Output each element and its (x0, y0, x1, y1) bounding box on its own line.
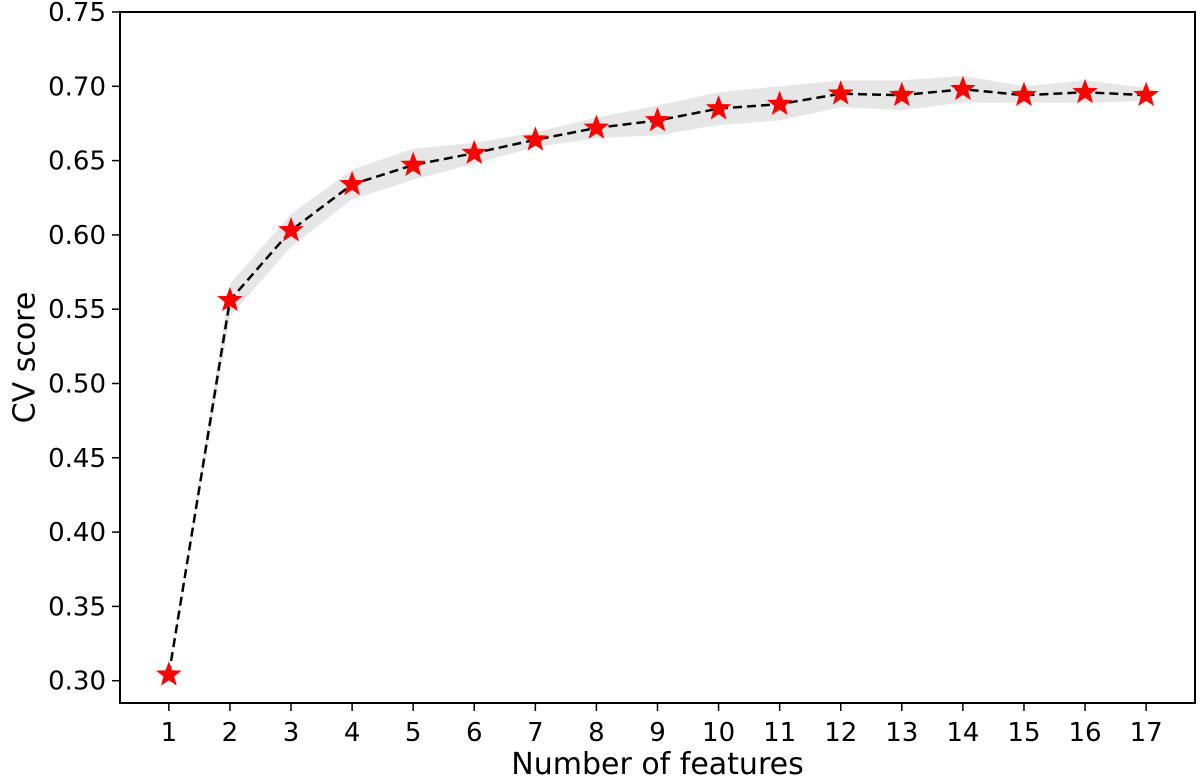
data-point-star (1011, 81, 1037, 107)
y-tick-label: 0.55 (48, 295, 106, 325)
x-tick-label: 5 (405, 718, 422, 748)
series-line (167, 88, 1147, 675)
x-axis-title: Number of features (511, 747, 803, 780)
x-tick-label: 11 (763, 718, 796, 748)
x-tick-label: 2 (222, 718, 239, 748)
x-tick-label: 10 (702, 718, 735, 748)
confidence-band-layer (168, 75, 1147, 675)
x-tick-label: 4 (344, 718, 361, 748)
x-tick-label: 6 (466, 718, 483, 748)
data-point-star (1072, 78, 1098, 104)
x-tick-label: 1 (161, 718, 178, 748)
x-axis-ticks: 1 2 3 4 5 6 7 8 9 10 11 12 13 14 15 16 17 (161, 703, 1163, 748)
data-point-star (278, 217, 304, 242)
x-tick-label: 12 (824, 718, 857, 748)
y-tick-label: 0.40 (48, 518, 106, 548)
series-line-layer (167, 88, 1147, 675)
y-axis-title: CV score (8, 292, 43, 424)
x-tick-label: 17 (1130, 718, 1163, 748)
data-point-star (400, 151, 426, 176)
data-point-star (339, 170, 365, 196)
y-tick-label: 0.30 (48, 667, 106, 697)
x-tick-label: 14 (946, 718, 979, 748)
data-point-star (522, 126, 549, 151)
x-tick-label: 8 (588, 718, 605, 748)
x-tick-label: 15 (1007, 718, 1040, 748)
data-point-star (217, 286, 243, 312)
data-point-star (461, 139, 488, 165)
data-point-star (644, 107, 671, 132)
y-tick-label: 0.60 (48, 221, 106, 251)
y-tick-label: 0.35 (48, 592, 106, 622)
data-point-star (889, 81, 915, 107)
data-point-star (583, 114, 610, 139)
x-tick-label: 9 (649, 718, 666, 748)
x-tick-label: 13 (885, 718, 918, 748)
x-tick-label: 16 (1069, 718, 1102, 748)
data-point-star (827, 80, 854, 105)
data-point-layer (156, 75, 1159, 686)
data-point-star (705, 95, 732, 120)
y-axis-ticks: 0.30 0.35 0.40 0.45 0.50 0.55 0.60 0.65 0.70 0.75 (48, 0, 120, 697)
confidence-band (168, 75, 1147, 675)
y-tick-label: 0.75 (48, 0, 106, 28)
y-tick-label: 0.50 (48, 370, 106, 400)
data-point-star (766, 90, 793, 116)
data-point-star (1133, 81, 1159, 107)
data-point-star (950, 75, 976, 101)
x-tick-label: 7 (527, 718, 544, 748)
x-tick-label: 3 (283, 718, 300, 748)
y-tick-label: 0.70 (48, 72, 106, 102)
y-tick-label: 0.45 (48, 444, 106, 474)
data-point-star (156, 661, 182, 686)
y-tick-label: 0.65 (48, 147, 106, 177)
